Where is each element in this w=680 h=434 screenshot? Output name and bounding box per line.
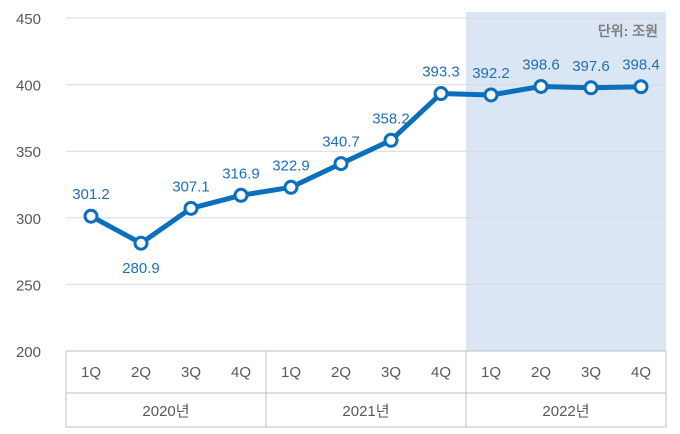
- x-tick-label: 3Q: [181, 364, 201, 381]
- x-tick-label: 2Q: [531, 364, 551, 381]
- x-tick-label: 2Q: [331, 364, 351, 381]
- series-line: [89, 83, 642, 246]
- data-label: 301.2: [72, 186, 110, 203]
- data-label: 340.7: [322, 134, 360, 151]
- data-label: 307.1: [172, 178, 210, 195]
- data-point: [233, 187, 249, 203]
- group-label: 2022년: [542, 403, 589, 420]
- x-tick-label: 3Q: [381, 364, 401, 381]
- data-label: 398.4: [622, 57, 660, 74]
- data-label: 280.9: [122, 260, 160, 277]
- y-tick-label: 450: [16, 11, 41, 28]
- data-label: 397.6: [572, 58, 610, 75]
- data-point: [183, 200, 199, 216]
- data-label: 392.2: [472, 65, 510, 82]
- y-tick-label: 250: [16, 277, 41, 294]
- y-tick-label: 200: [16, 344, 41, 361]
- data-point: [383, 132, 399, 148]
- data-point: [533, 78, 549, 94]
- x-tick-label: 1Q: [81, 364, 101, 381]
- data-label: 316.9: [222, 165, 260, 182]
- group-label: 2020년: [142, 403, 189, 420]
- group-label: 2021년: [342, 403, 389, 420]
- x-tick-label: 4Q: [431, 364, 451, 381]
- unit-label: 단위: 조원: [598, 23, 658, 39]
- x-tick-label: 1Q: [481, 364, 501, 381]
- x-tick-label: 4Q: [231, 364, 251, 381]
- data-point: [633, 79, 649, 95]
- data-point: [133, 235, 149, 251]
- data-point: [83, 208, 99, 224]
- data-label: 322.9: [272, 157, 310, 174]
- data-label: 393.3: [422, 64, 460, 81]
- x-tick-label: 2Q: [131, 364, 151, 381]
- x-tick-label: 3Q: [581, 364, 601, 381]
- x-tick-label: 1Q: [281, 364, 301, 381]
- data-point: [583, 80, 599, 96]
- data-point: [433, 86, 449, 102]
- highlight-band: [466, 12, 666, 351]
- data-point: [283, 179, 299, 195]
- data-point: [333, 156, 349, 172]
- x-tick-label: 4Q: [631, 364, 651, 381]
- y-tick-label: 350: [16, 144, 41, 161]
- data-label: 358.2: [372, 110, 410, 127]
- data-point: [483, 87, 499, 103]
- y-tick-label: 400: [16, 78, 41, 95]
- data-label: 398.6: [522, 56, 560, 73]
- y-tick-label: 300: [16, 211, 41, 228]
